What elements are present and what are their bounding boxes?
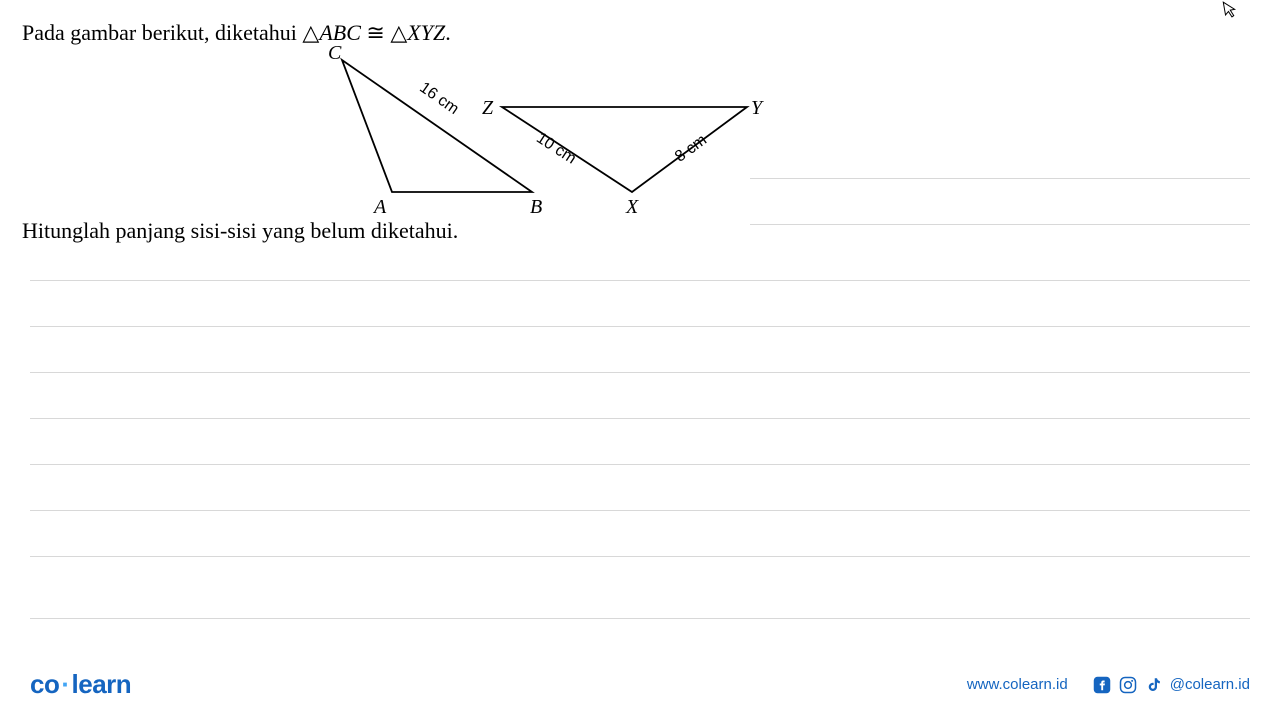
ruled-line-5 bbox=[30, 464, 1250, 465]
ruled-line-4 bbox=[30, 418, 1250, 419]
vertex-y-label: Y bbox=[751, 97, 762, 120]
vertex-x-label: X bbox=[626, 196, 638, 219]
instagram-icon bbox=[1118, 675, 1138, 695]
vertex-c-label: C bbox=[328, 42, 341, 65]
brand-logo: co·learn bbox=[30, 669, 131, 700]
footer: co·learn www.colearn.id @colearn.id bbox=[30, 669, 1250, 700]
logo-co: co bbox=[30, 669, 59, 699]
ruled-line-partial-1 bbox=[750, 178, 1250, 179]
q1-prefix: Pada gambar berikut, diketahui bbox=[22, 20, 302, 45]
triangle-symbol-2: △ bbox=[390, 20, 407, 45]
logo-dot: · bbox=[61, 669, 69, 699]
triangle-xyz-shape bbox=[502, 107, 747, 192]
social-icons: @colearn.id bbox=[1092, 675, 1250, 695]
q1-suffix: . bbox=[445, 20, 451, 45]
ruled-line-8 bbox=[30, 618, 1250, 619]
question-line-1: Pada gambar berikut, diketahui △ABC ≅ △X… bbox=[22, 20, 1250, 46]
ruled-line-2 bbox=[30, 326, 1250, 327]
ruled-line-3 bbox=[30, 372, 1250, 373]
triangle-abc-shape bbox=[342, 60, 532, 192]
social-handle: @colearn.id bbox=[1170, 676, 1250, 693]
triangles-svg bbox=[302, 52, 802, 212]
ruled-line-1 bbox=[30, 280, 1250, 281]
vertex-b-label: B bbox=[530, 196, 542, 219]
logo-learn: learn bbox=[72, 669, 132, 699]
congruent-symbol: ≅ bbox=[366, 20, 384, 45]
question-line-2: Hitunglah panjang sisi-sisi yang belum d… bbox=[22, 218, 1250, 244]
geometry-diagram: A B C X Y Z 16 cm 10 cm 8 cm bbox=[302, 52, 1022, 212]
ruled-line-7 bbox=[30, 556, 1250, 557]
vertex-a-label: A bbox=[374, 196, 386, 219]
facebook-icon bbox=[1092, 675, 1112, 695]
website-url: www.colearn.id bbox=[967, 676, 1068, 693]
ruled-line-partial-2 bbox=[750, 224, 1250, 225]
triangle-xyz-name: XYZ bbox=[407, 20, 445, 45]
footer-right: www.colearn.id @colearn.id bbox=[967, 675, 1250, 695]
ruled-line-6 bbox=[30, 510, 1250, 511]
tiktok-icon bbox=[1144, 675, 1164, 695]
triangle-symbol-1: △ bbox=[302, 20, 319, 45]
vertex-z-label: Z bbox=[482, 97, 493, 120]
